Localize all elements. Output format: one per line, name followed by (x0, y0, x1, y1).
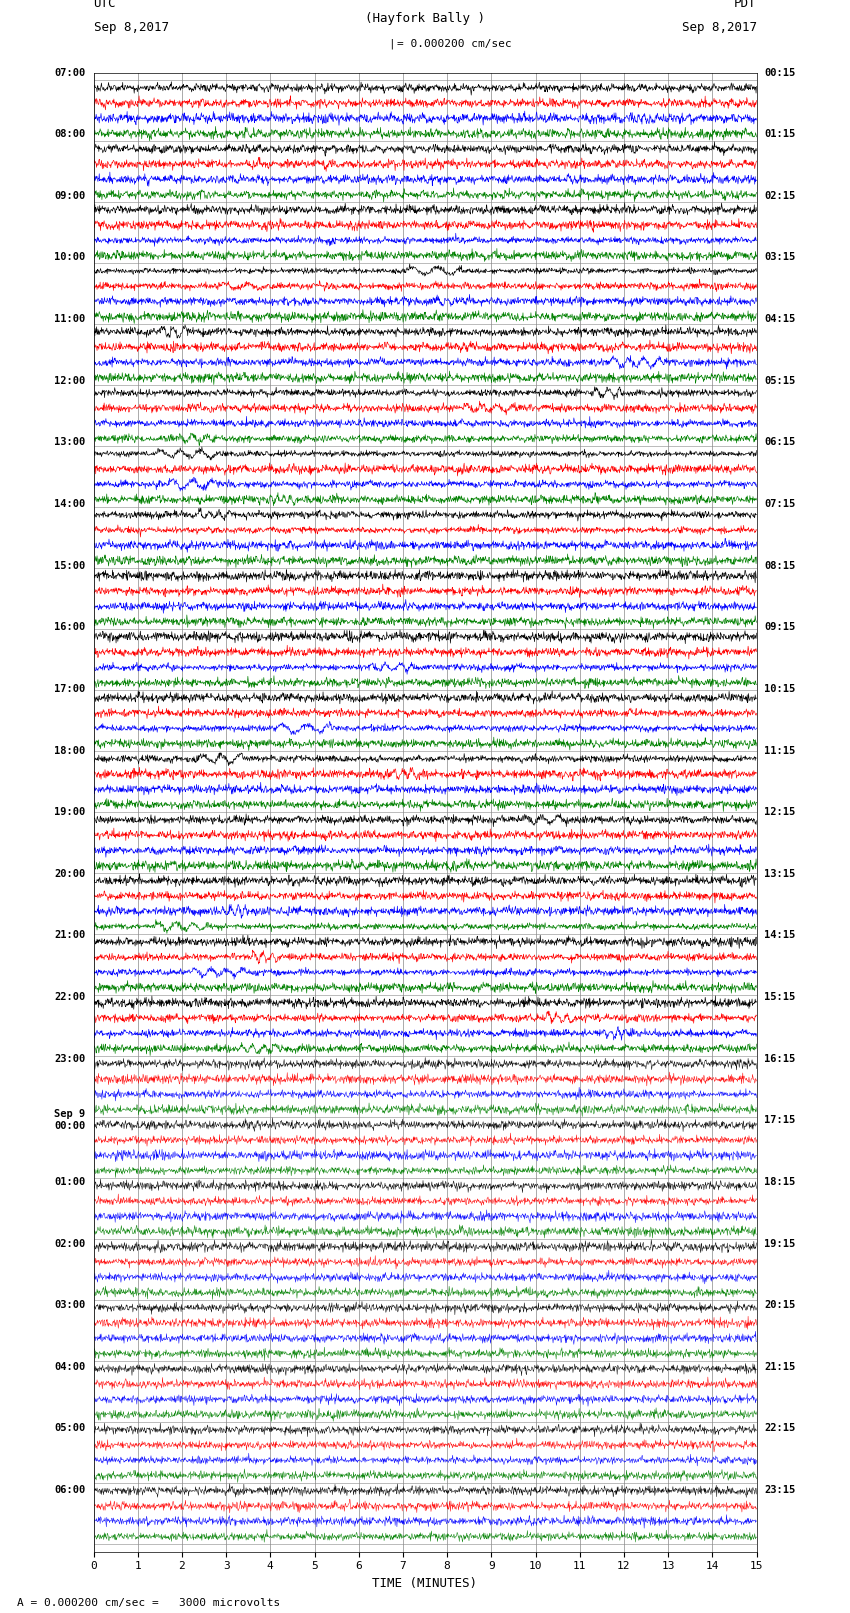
Text: 06:15: 06:15 (764, 437, 796, 447)
Text: 13:15: 13:15 (764, 869, 796, 879)
Text: 21:15: 21:15 (764, 1361, 796, 1371)
Text: 10:00: 10:00 (54, 253, 86, 263)
X-axis label: TIME (MINUTES): TIME (MINUTES) (372, 1578, 478, 1590)
Text: = 0.000200 cm/sec: = 0.000200 cm/sec (397, 39, 512, 48)
Text: 07:00: 07:00 (54, 68, 86, 77)
Text: 14:00: 14:00 (54, 498, 86, 510)
Text: Sep 8,2017: Sep 8,2017 (94, 21, 168, 34)
Text: 21:00: 21:00 (54, 931, 86, 940)
Text: 02:15: 02:15 (764, 190, 796, 202)
Text: |: | (388, 39, 395, 48)
Text: 22:00: 22:00 (54, 992, 86, 1002)
Text: 03:15: 03:15 (764, 253, 796, 263)
Text: 16:15: 16:15 (764, 1053, 796, 1063)
Text: 06:00: 06:00 (54, 1486, 86, 1495)
Text: A = 0.000200 cm/sec =   3000 microvolts: A = 0.000200 cm/sec = 3000 microvolts (17, 1598, 280, 1608)
Text: 15:00: 15:00 (54, 561, 86, 571)
Text: 15:15: 15:15 (764, 992, 796, 1002)
Text: 16:00: 16:00 (54, 623, 86, 632)
Text: 23:15: 23:15 (764, 1486, 796, 1495)
Text: 04:00: 04:00 (54, 1361, 86, 1371)
Text: 18:15: 18:15 (764, 1177, 796, 1187)
Text: 01:00: 01:00 (54, 1177, 86, 1187)
Text: 11:15: 11:15 (764, 745, 796, 755)
Text: 02:00: 02:00 (54, 1239, 86, 1248)
Text: 07:15: 07:15 (764, 498, 796, 510)
Text: 03:00: 03:00 (54, 1300, 86, 1310)
Text: 09:00: 09:00 (54, 190, 86, 202)
Text: UTC: UTC (94, 0, 116, 10)
Text: PDT: PDT (734, 0, 756, 10)
Text: 10:15: 10:15 (764, 684, 796, 694)
Text: 17:00: 17:00 (54, 684, 86, 694)
Text: 22:15: 22:15 (764, 1423, 796, 1434)
Text: 04:15: 04:15 (764, 315, 796, 324)
Text: 17:15: 17:15 (764, 1115, 796, 1126)
Text: 00:15: 00:15 (764, 68, 796, 77)
Text: 18:00: 18:00 (54, 745, 86, 755)
Text: 09:15: 09:15 (764, 623, 796, 632)
Text: Sep 8,2017: Sep 8,2017 (682, 21, 756, 34)
Text: 05:00: 05:00 (54, 1423, 86, 1434)
Text: 20:00: 20:00 (54, 869, 86, 879)
Text: 20:15: 20:15 (764, 1300, 796, 1310)
Text: 11:00: 11:00 (54, 315, 86, 324)
Text: (Hayfork Bally ): (Hayfork Bally ) (365, 13, 485, 26)
Text: 05:15: 05:15 (764, 376, 796, 386)
Text: 13:00: 13:00 (54, 437, 86, 447)
Text: Sep 9
00:00: Sep 9 00:00 (54, 1110, 86, 1131)
Text: 12:15: 12:15 (764, 806, 796, 818)
Text: 19:15: 19:15 (764, 1239, 796, 1248)
Text: 12:00: 12:00 (54, 376, 86, 386)
Text: 19:00: 19:00 (54, 806, 86, 818)
Text: 08:00: 08:00 (54, 129, 86, 139)
Text: 14:15: 14:15 (764, 931, 796, 940)
Text: 08:15: 08:15 (764, 561, 796, 571)
Text: 01:15: 01:15 (764, 129, 796, 139)
Text: 23:00: 23:00 (54, 1053, 86, 1063)
